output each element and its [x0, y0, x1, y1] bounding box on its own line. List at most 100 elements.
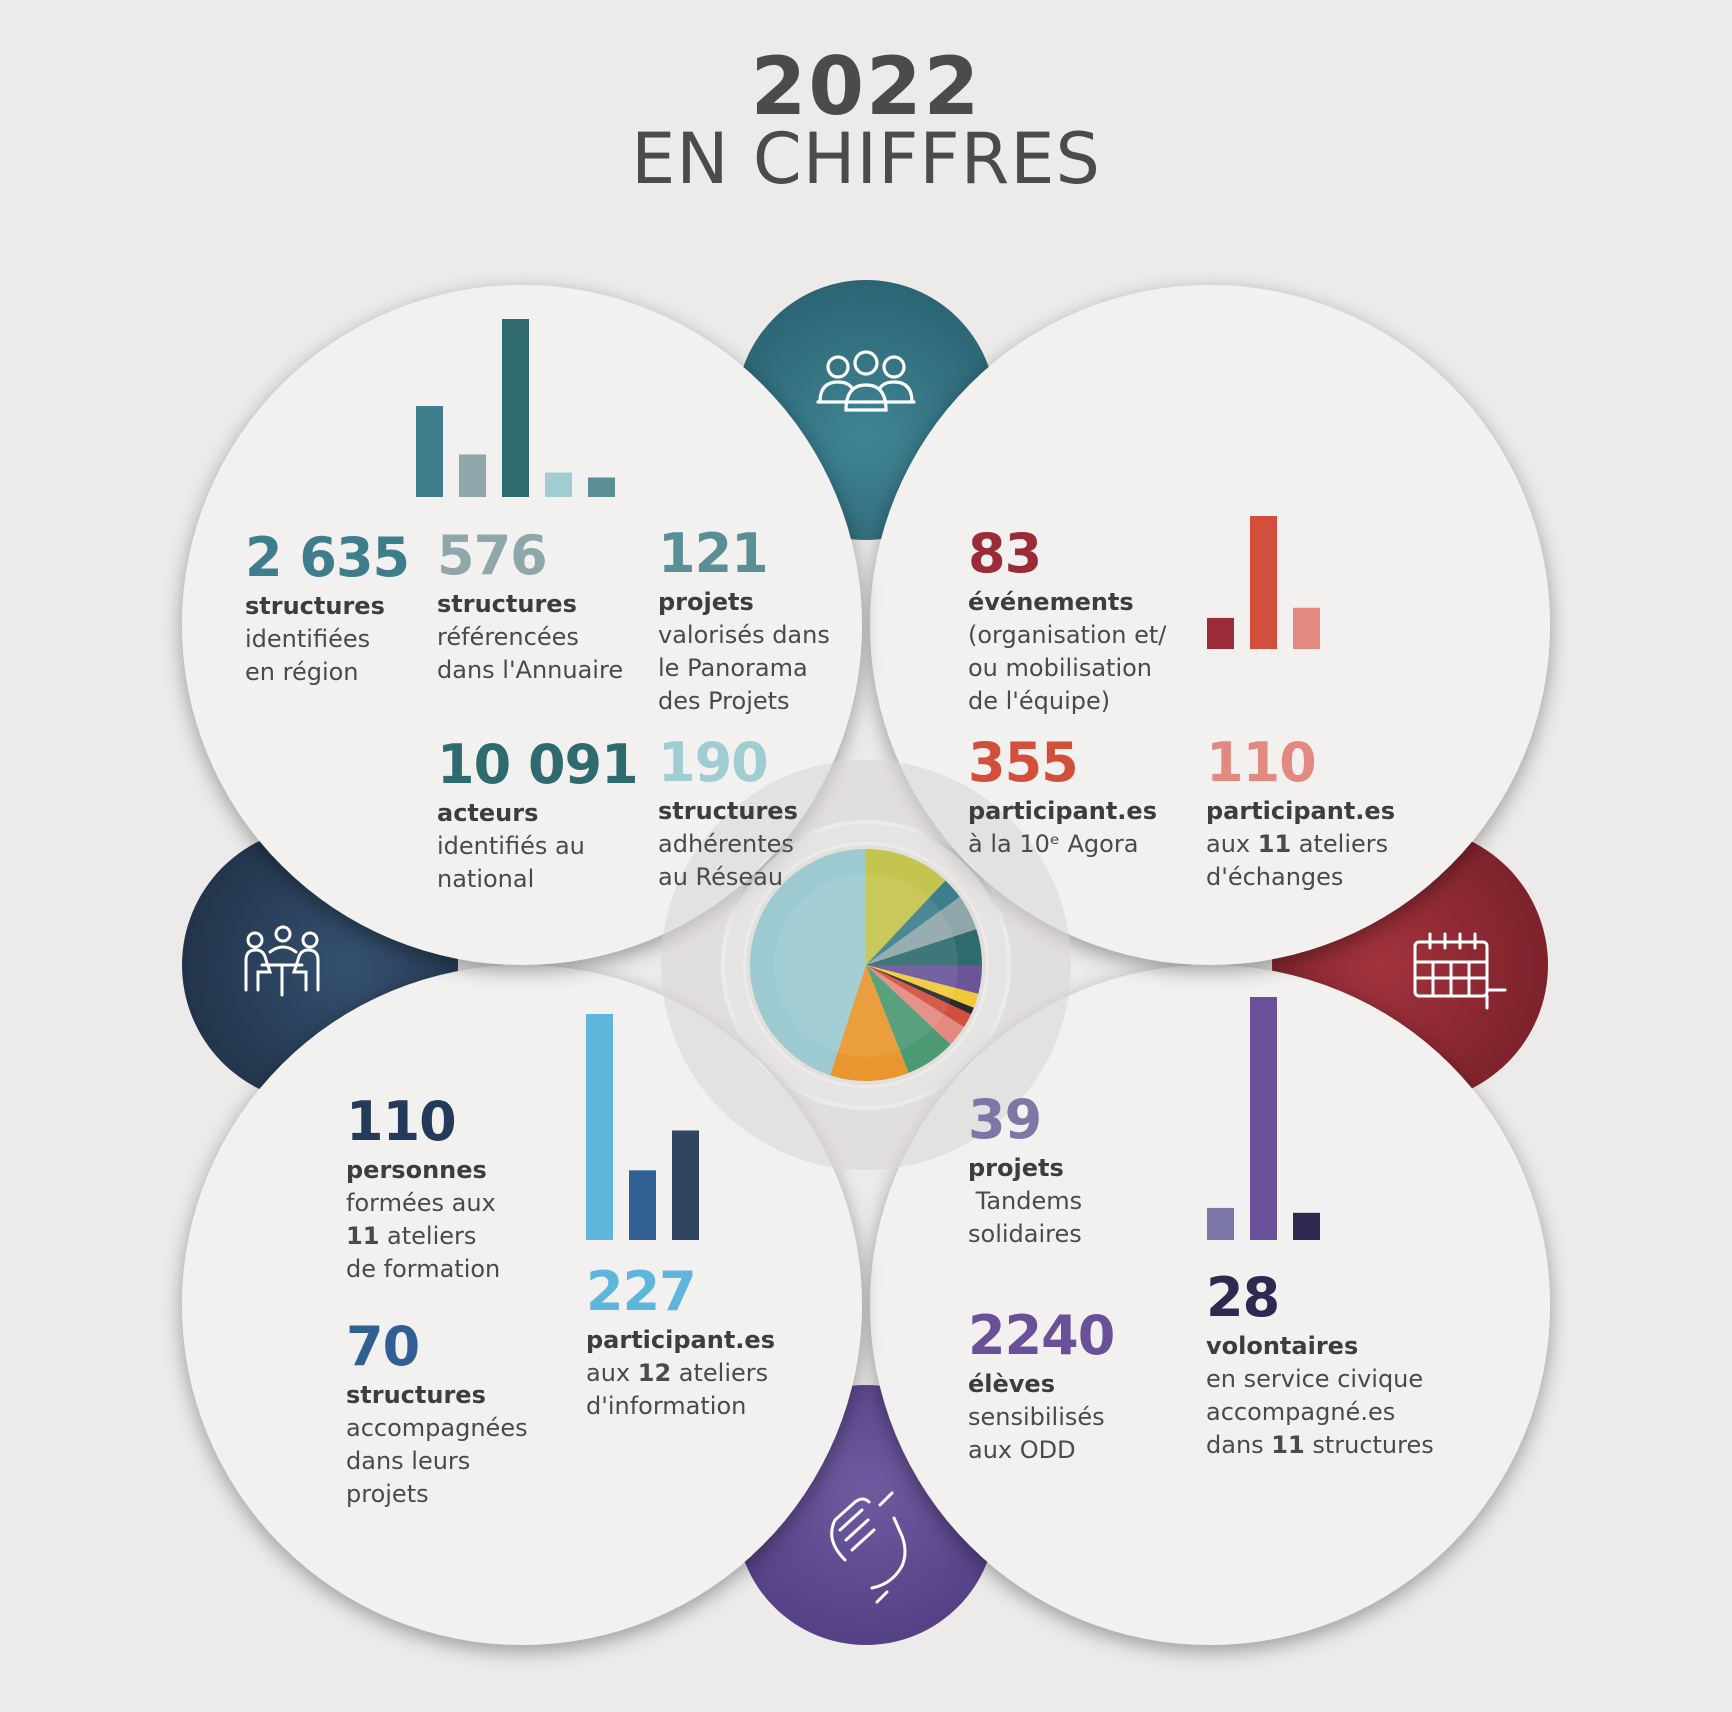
stat-structures-region: 2 635 structures identifiées en région [245, 526, 410, 689]
stat-value: 2240 [968, 1304, 1115, 1367]
bar-chart-bottom-left [586, 1014, 699, 1240]
bar-2 [1250, 997, 1277, 1240]
stat-line: solidaires [968, 1220, 1082, 1248]
stat-line: de formation [346, 1255, 501, 1283]
stat-label: événements [968, 588, 1134, 616]
bar-chart-top-right [1207, 516, 1320, 649]
title-subtitle: EN CHIFFRES [631, 118, 1101, 200]
stat-text: ateliers [379, 1222, 477, 1250]
bar-2 [1250, 516, 1277, 649]
stat-participants-agora: 355 participant.es à la 10ᵉ Agora [968, 733, 1157, 861]
stat-line: dans l'Annuaire [437, 656, 624, 684]
pie-slice-6 [866, 965, 979, 1008]
stat-label: participant.es [1206, 797, 1395, 825]
stat-projets-panorama: 121 projets valorisés dans le Panorama d… [658, 524, 830, 718]
bar-1 [1207, 1207, 1234, 1240]
stat-personnes-formees: 110 personnes formées aux 11 ateliers de… [346, 1092, 500, 1286]
center-ring-inner [725, 824, 1007, 1106]
pie-slice-3 [866, 896, 977, 965]
pie-slice-4 [866, 929, 982, 965]
stat-line: d'échanges [1206, 863, 1344, 891]
group-people-icon [816, 350, 916, 412]
meeting-table-icon [244, 925, 320, 997]
stat-line: des Projets [658, 687, 790, 715]
pie-slice-7 [866, 965, 974, 1015]
stat-label: participant.es [968, 797, 1157, 825]
pie-slice-2 [866, 880, 960, 965]
stat-text: ateliers [1291, 830, 1389, 858]
stat-line: dans leurs [346, 1447, 471, 1475]
stat-line: 11 ateliers [346, 1220, 500, 1253]
stat-line: aux 12 ateliers [586, 1357, 775, 1390]
stat-label: acteurs [437, 799, 539, 827]
stat-value: 110 [1206, 731, 1317, 794]
stat-value: 110 [346, 1090, 457, 1153]
stat-line: dans 11 structures [1206, 1429, 1434, 1462]
center-ring-outer [661, 760, 1071, 1170]
stat-line: projets [346, 1480, 429, 1508]
stat-value: 576 [437, 524, 548, 587]
stat-line: d'information [586, 1392, 747, 1420]
handshake-icon [830, 1491, 907, 1604]
stat-line: aux ODD [968, 1436, 1076, 1464]
bar-5 [588, 477, 615, 497]
stat-bold: 11 [1271, 1431, 1305, 1459]
stat-eleves-sensibilises: 2240 élèves sensibilisés aux ODD [968, 1304, 1115, 1467]
stat-projets-tandems: 39 projets Tandems solidaires [968, 1090, 1082, 1251]
stat-bold: 11 [1257, 830, 1292, 858]
circle-top-left [182, 285, 862, 965]
stat-text: aux [1206, 830, 1258, 858]
stat-value: 83 [968, 522, 1042, 585]
stat-text: ateliers [671, 1359, 769, 1387]
stat-line: accompagné.es [1206, 1398, 1396, 1426]
pie-slice-10 [866, 965, 951, 1073]
bar-3 [1293, 607, 1320, 649]
pie-chart [750, 849, 982, 1081]
stat-text: dans [1206, 1431, 1272, 1459]
stat-value: 121 [658, 522, 769, 585]
bar-1 [416, 406, 443, 497]
bar-4 [545, 472, 572, 497]
stat-value: 39 [968, 1088, 1042, 1151]
stat-value: 2 635 [245, 526, 410, 589]
stat-line: accompagnées [346, 1414, 528, 1442]
pie-slice-1 [866, 849, 946, 965]
stat-line: de l'équipe) [968, 687, 1111, 715]
stat-line: formées aux [346, 1189, 496, 1217]
stat-value: 70 [346, 1315, 420, 1378]
bar-3 [1293, 1212, 1320, 1240]
pie-center-glaze [774, 873, 958, 1057]
pie-slice-11 [830, 965, 909, 1081]
stat-label: élèves [968, 1370, 1055, 1398]
stat-label: projets [968, 1154, 1064, 1182]
bar-1 [1207, 617, 1234, 649]
stat-bold: 11 [346, 1222, 380, 1250]
stat-bold: 12 [637, 1359, 672, 1387]
stat-label: personnes [346, 1156, 487, 1184]
stat-line: en service civique [1206, 1365, 1424, 1393]
stat-value: 355 [968, 731, 1079, 794]
stat-value: 227 [586, 1260, 697, 1323]
stat-line: ou mobilisation [968, 654, 1153, 682]
stat-label: participant.es [586, 1326, 775, 1354]
stat-acteurs-national: 10 091 acteurs identifiés au national [437, 735, 639, 896]
circle-bottom-right [870, 965, 1550, 1645]
stat-evenements: 83 événements (organisation et/ ou mobil… [968, 524, 1166, 718]
bar-chart-bottom-right [1207, 997, 1320, 1240]
stat-line: identifiés au [437, 832, 585, 860]
stat-line: au Réseau [658, 863, 784, 891]
stat-structures-annuaire: 576 structures référencées dans l'Annuai… [437, 526, 623, 687]
stat-label: structures [346, 1381, 486, 1409]
pie-slice-5 [866, 965, 982, 994]
stat-label: volontaires [1206, 1332, 1359, 1360]
title-year: 2022 [750, 40, 982, 133]
bar-2 [629, 1170, 656, 1240]
stat-line: national [437, 865, 535, 893]
stat-line: identifiées [245, 625, 371, 653]
stat-line: référencées [437, 623, 579, 651]
stat-label: structures [658, 797, 798, 825]
stat-label: structures [437, 590, 577, 618]
stat-line: aux 11 ateliers [1206, 828, 1395, 861]
bar-chart-top-left [416, 319, 615, 497]
